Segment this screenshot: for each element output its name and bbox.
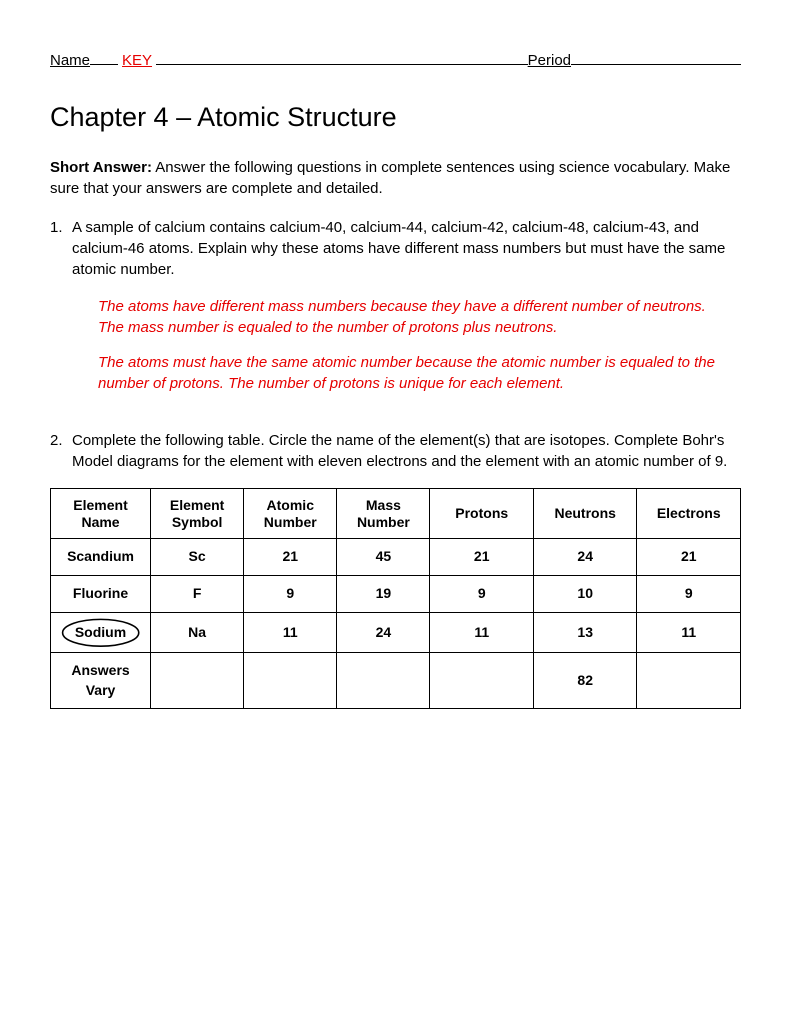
cell-electrons: 11 bbox=[637, 612, 741, 653]
question-2-text: Complete the following table. Circle the… bbox=[72, 430, 741, 472]
cell-mass: 45 bbox=[337, 539, 430, 576]
name-label: Name bbox=[50, 50, 90, 71]
table-row: SodiumNa1124111311 bbox=[51, 612, 741, 653]
cell-neutrons: 10 bbox=[533, 575, 637, 612]
cell-protons: 9 bbox=[430, 575, 534, 612]
question-1-number: 1. bbox=[50, 217, 72, 280]
header-line: Name KEY Period bbox=[50, 50, 741, 71]
question-2: 2. Complete the following table. Circle … bbox=[50, 430, 741, 472]
col-atomic-number: AtomicNumber bbox=[244, 488, 337, 539]
chapter-title: Chapter 4 – Atomic Structure bbox=[50, 99, 741, 137]
circled-isotope: Sodium bbox=[67, 621, 134, 645]
cell-atomic: 11 bbox=[244, 612, 337, 653]
cell-symbol: Sc bbox=[151, 539, 244, 576]
answer-key-text: KEY bbox=[118, 50, 156, 71]
cell-atomic bbox=[244, 653, 337, 709]
cell-element-name: Scandium bbox=[51, 539, 151, 576]
period-blank bbox=[571, 50, 741, 65]
question-1-text: A sample of calcium contains calcium-40,… bbox=[72, 217, 741, 280]
cell-neutrons: 82 bbox=[533, 653, 637, 709]
col-mass-number: MassNumber bbox=[337, 488, 430, 539]
table-row: FluorineF9199109 bbox=[51, 575, 741, 612]
cell-atomic: 21 bbox=[244, 539, 337, 576]
short-answer-text: Answer the following questions in comple… bbox=[50, 159, 730, 197]
cell-electrons bbox=[637, 653, 741, 709]
question-1-answer-p1: The atoms have different mass numbers be… bbox=[98, 296, 741, 338]
table-row: ScandiumSc2145212421 bbox=[51, 539, 741, 576]
question-1: 1. A sample of calcium contains calcium-… bbox=[50, 217, 741, 280]
table-body: ScandiumSc2145212421FluorineF9199109Sodi… bbox=[51, 539, 741, 709]
col-element-symbol: ElementSymbol bbox=[151, 488, 244, 539]
cell-mass: 24 bbox=[337, 612, 430, 653]
col-protons: Protons bbox=[430, 488, 534, 539]
cell-electrons: 21 bbox=[637, 539, 741, 576]
cell-symbol: Na bbox=[151, 612, 244, 653]
question-2-number: 2. bbox=[50, 430, 72, 472]
cell-symbol: F bbox=[151, 575, 244, 612]
cell-symbol bbox=[151, 653, 244, 709]
cell-element-name: Sodium bbox=[51, 612, 151, 653]
cell-protons: 21 bbox=[430, 539, 534, 576]
question-1-answer-p2: The atoms must have the same atomic numb… bbox=[98, 352, 741, 394]
worksheet-page: Name KEY Period Chapter 4 – Atomic Struc… bbox=[0, 0, 791, 1024]
cell-element-name: Fluorine bbox=[51, 575, 151, 612]
cell-mass: 19 bbox=[337, 575, 430, 612]
col-neutrons: Neutrons bbox=[533, 488, 637, 539]
col-element-name: ElementName bbox=[51, 488, 151, 539]
table-row: AnswersVary 82 bbox=[51, 653, 741, 709]
cell-protons: 11 bbox=[430, 612, 534, 653]
cell-electrons: 9 bbox=[637, 575, 741, 612]
cell-protons bbox=[430, 653, 534, 709]
cell-mass bbox=[337, 653, 430, 709]
name-blank-left bbox=[90, 50, 118, 65]
cell-element-name: AnswersVary bbox=[51, 653, 151, 709]
table-header: ElementName ElementSymbol AtomicNumber M… bbox=[51, 488, 741, 539]
short-answer-label: Short Answer: bbox=[50, 159, 152, 176]
cell-neutrons: 13 bbox=[533, 612, 637, 653]
cell-neutrons: 24 bbox=[533, 539, 637, 576]
col-electrons: Electrons bbox=[637, 488, 741, 539]
elements-table: ElementName ElementSymbol AtomicNumber M… bbox=[50, 488, 741, 710]
spacer bbox=[50, 408, 741, 430]
table-header-row: ElementName ElementSymbol AtomicNumber M… bbox=[51, 488, 741, 539]
name-blank-right bbox=[156, 50, 528, 65]
period-label: Period bbox=[528, 50, 571, 71]
short-answer-instructions: Short Answer: Answer the following quest… bbox=[50, 157, 741, 199]
cell-atomic: 9 bbox=[244, 575, 337, 612]
